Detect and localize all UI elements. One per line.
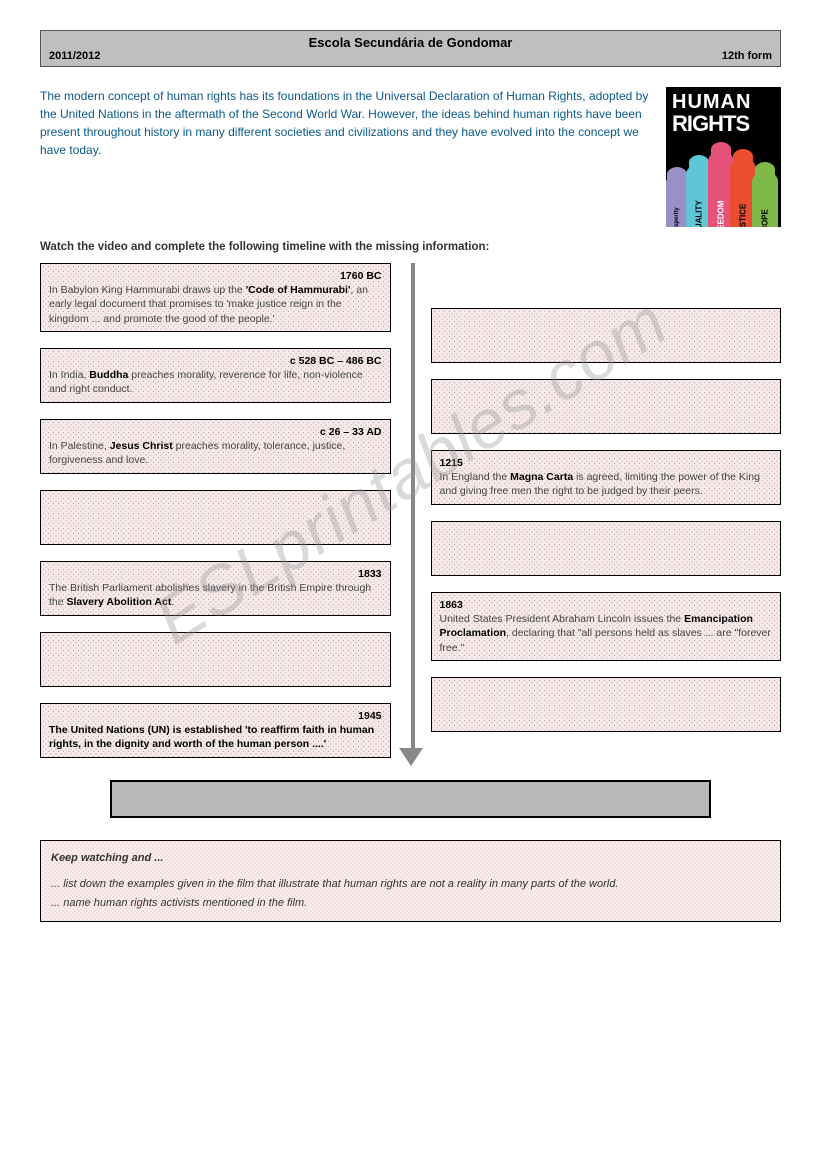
- bottom-grey-box: [110, 780, 711, 818]
- timeline-right-column: 1215 In England the Magna Carta is agree…: [411, 263, 782, 774]
- keep-title: Keep watching and ...: [51, 849, 770, 868]
- timeline-box: 1760 BC In Babylon King Hammurabi draws …: [40, 263, 391, 332]
- header-box: Escola Secundária de Gondomar 2011/2012 …: [40, 30, 781, 67]
- keep-line2: ... name human rights activists mentione…: [51, 894, 770, 913]
- timeline-box-empty: [40, 490, 391, 545]
- timeline: 1760 BC In Babylon King Hammurabi draws …: [40, 263, 781, 774]
- form: 12th form: [722, 50, 772, 62]
- timeline-arrow-head: [399, 748, 423, 766]
- human-rights-poster: HUMAN RIGHTS prosperity EQUALITY FREEDOM…: [666, 87, 781, 227]
- instruction: Watch the video and complete the followi…: [40, 241, 781, 253]
- timeline-box-empty: [431, 677, 782, 732]
- timeline-box-empty: [40, 632, 391, 687]
- timeline-box: 1215 In England the Magna Carta is agree…: [431, 450, 782, 505]
- timeline-box-empty: [431, 379, 782, 434]
- timeline-box: 1833 The British Parliament abolishes sl…: [40, 561, 391, 616]
- timeline-left-column: 1760 BC In Babylon King Hammurabi draws …: [40, 263, 411, 774]
- timeline-box-empty: [431, 521, 782, 576]
- school-title: Escola Secundária de Gondomar: [49, 35, 772, 50]
- year: 2011/2012: [49, 50, 100, 62]
- timeline-box: 1863 United States President Abraham Lin…: [431, 592, 782, 661]
- hand-icon: HOPE: [752, 172, 778, 227]
- timeline-box: 1945 The United Nations (UN) is establis…: [40, 703, 391, 758]
- poster-line2: RIGHTS: [666, 114, 781, 134]
- timeline-box-empty: [431, 308, 782, 363]
- intro-text: The modern concept of human rights has i…: [40, 87, 651, 227]
- poster-line1: HUMAN: [666, 87, 781, 114]
- timeline-box: c 26 – 33 AD In Palestine, Jesus Christ …: [40, 419, 391, 474]
- keep-line1: ... list down the examples given in the …: [51, 875, 770, 894]
- timeline-box: c 528 BC – 486 BC In India, Buddha preac…: [40, 348, 391, 403]
- timeline-arrow-line: [411, 263, 415, 754]
- keep-watching-box: Keep watching and ... ... list down the …: [40, 840, 781, 922]
